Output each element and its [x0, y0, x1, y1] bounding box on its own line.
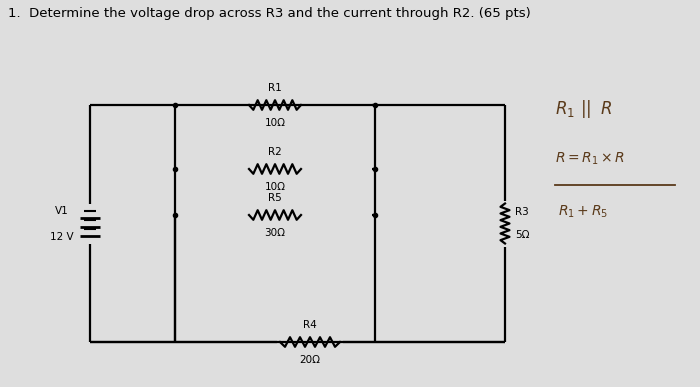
Text: 30Ω: 30Ω	[265, 228, 286, 238]
Text: 1.  Determine the voltage drop across R3 and the current through R2. (65 pts): 1. Determine the voltage drop across R3 …	[8, 7, 531, 20]
Text: 12 V: 12 V	[50, 231, 74, 241]
Text: R5: R5	[268, 193, 282, 203]
Text: $R_1$: $R_1$	[555, 99, 575, 119]
Text: $||$: $||$	[580, 98, 591, 120]
Text: R3: R3	[515, 207, 528, 216]
Text: $R = R_1 \times R$: $R = R_1 \times R$	[555, 151, 625, 167]
Text: 20Ω: 20Ω	[300, 355, 321, 365]
Text: R1: R1	[268, 83, 282, 93]
Text: 5Ω: 5Ω	[515, 231, 529, 240]
Text: R4: R4	[303, 320, 317, 330]
Text: R2: R2	[268, 147, 282, 157]
Text: V1: V1	[55, 205, 69, 216]
Text: 10Ω: 10Ω	[265, 182, 286, 192]
Text: 10Ω: 10Ω	[265, 118, 286, 128]
Text: $R$: $R$	[600, 101, 612, 118]
Text: $R_1 + R_5$: $R_1 + R_5$	[558, 204, 608, 220]
